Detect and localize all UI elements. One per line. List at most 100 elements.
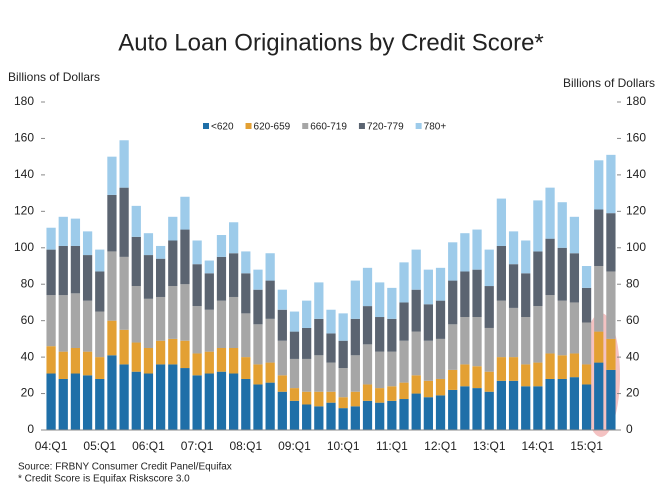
bar-segment [581, 287, 592, 323]
bar-segment [180, 368, 190, 430]
bar-segment [594, 331, 604, 363]
bar-segment [155, 364, 166, 430]
bar-segment [229, 373, 239, 430]
bar-segment [545, 187, 555, 239]
y-tick-label: 120 [14, 204, 34, 218]
bar-segment [229, 222, 239, 254]
note: * Credit Score is Equifax Riskscore 3.0 [18, 474, 190, 485]
bar-segment [119, 329, 129, 365]
bar-segment [70, 373, 81, 430]
legend-label: 720-779 [367, 122, 404, 133]
bar-segment [46, 249, 56, 296]
bar-segment [253, 384, 263, 430]
bar-segment [508, 380, 519, 430]
x-tick-label: 05:Q1 [83, 439, 116, 453]
bar-segment [326, 333, 336, 363]
bar-segment [387, 400, 397, 430]
legend-label: <620 [211, 122, 234, 133]
bar-segment [484, 327, 494, 372]
bar-segment [155, 296, 166, 341]
bar-segment [70, 293, 81, 348]
bar-segment [143, 255, 154, 299]
bar-segment [155, 340, 166, 365]
legend-swatch [415, 123, 422, 129]
bar-segment [241, 313, 251, 358]
x-tick-label: 13:Q1 [473, 439, 506, 453]
bar-segment [569, 216, 580, 254]
bar-segment [423, 304, 433, 341]
y-tick-label: 100 [14, 240, 34, 254]
bar-segment [82, 255, 93, 301]
bar-segment [362, 306, 373, 345]
bar-segment [448, 369, 458, 390]
bar-segment [448, 280, 458, 325]
bar-segment [277, 375, 287, 392]
bar-segment [326, 402, 336, 430]
bar-segment [265, 280, 275, 319]
bar-segment [326, 391, 336, 403]
bar-segment [521, 364, 531, 387]
bar-segment [229, 296, 239, 348]
y-tick-label: 0 [27, 422, 34, 436]
bar-segment [180, 229, 190, 285]
bar-segment [58, 378, 68, 430]
bar-segment [496, 198, 507, 246]
bar-segment [496, 300, 507, 358]
bar-segment [131, 286, 141, 343]
x-tick-label: 10:Q1 [327, 439, 360, 453]
bar-segment [435, 300, 446, 339]
legend-label: 780+ [424, 122, 447, 133]
bar-segment [533, 362, 543, 387]
bar-segment [581, 322, 592, 365]
bar-segment [289, 388, 300, 401]
bar-segment [375, 388, 385, 403]
bar-segment [484, 286, 494, 328]
bar-segment [289, 400, 300, 430]
bar-segment [460, 386, 470, 430]
bar-segment [399, 302, 409, 341]
bar-segment [521, 240, 531, 274]
bar-segment [216, 300, 227, 348]
x-tick-label: 14:Q1 [522, 439, 555, 453]
bar-segment [241, 357, 251, 379]
bar-segment [326, 309, 336, 334]
bar-segment [496, 357, 507, 381]
legend-label: 620-659 [254, 122, 291, 133]
bar-segment [95, 378, 105, 430]
bar-segment [326, 362, 336, 392]
bar-segment [521, 273, 531, 318]
y-tick-label: 40 [21, 349, 35, 363]
bar-segment [362, 267, 373, 307]
bar-segment [131, 371, 141, 430]
bar-segment [241, 273, 251, 314]
bar-segment [107, 251, 117, 321]
bar-segment [362, 344, 373, 385]
bar-segment [58, 216, 68, 246]
bar-segment [82, 300, 93, 352]
bar-segment [557, 300, 567, 356]
bar-segment [70, 348, 81, 374]
bar-segment [253, 364, 263, 385]
bar-segment [375, 282, 385, 318]
bar-segment [569, 377, 580, 430]
bar-segment [375, 317, 385, 352]
bar-segment [581, 266, 592, 288]
x-tick-label: 15:Q1 [570, 439, 603, 453]
bar-segment [387, 351, 397, 387]
bar-segment [82, 351, 93, 376]
bar-segment [314, 355, 324, 392]
y2-tick-label: 140 [626, 167, 646, 181]
y2-tick-label: 160 [626, 131, 646, 145]
bar-segment [95, 311, 105, 358]
x-tick-label: 08:Q1 [229, 439, 262, 453]
bar-segment [472, 366, 482, 389]
bar-segment [338, 340, 348, 369]
bar-segment [143, 298, 154, 348]
y2-tick-label: 60 [626, 313, 640, 327]
bar-segment [192, 375, 202, 430]
bar-segment [472, 317, 482, 367]
legend-swatch [302, 123, 309, 129]
bar-segment [606, 338, 616, 370]
bar-segment [594, 362, 604, 430]
bar-segment [508, 231, 519, 265]
